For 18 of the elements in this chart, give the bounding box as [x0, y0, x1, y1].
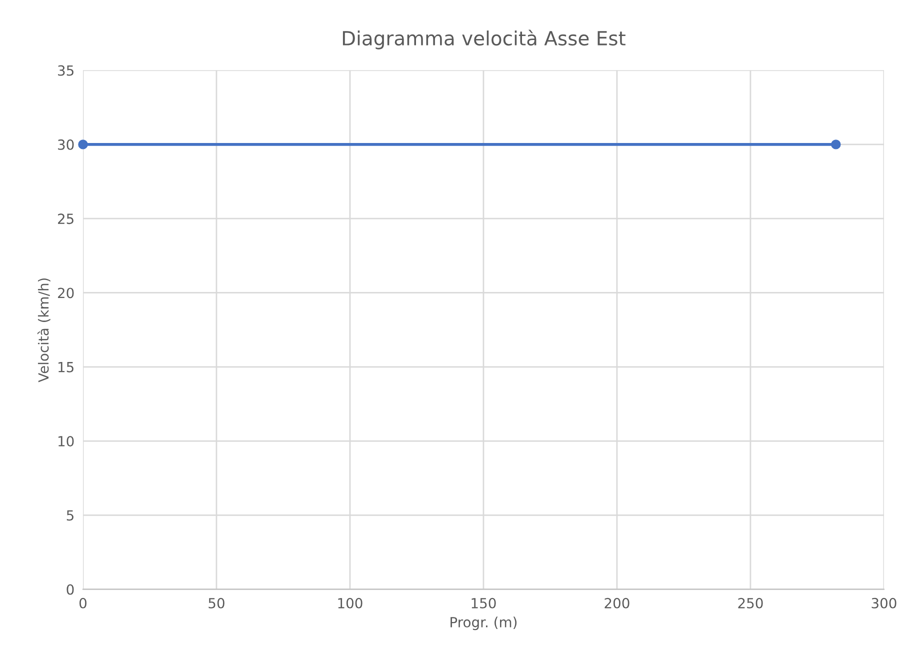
y-tick-label: 15 — [58, 362, 74, 372]
x-tick-label: 200 — [604, 598, 630, 608]
chart-title: Diagramma velocità Asse Est — [342, 30, 626, 50]
x-tick-label: 0 — [79, 598, 86, 608]
x-tick-label: 300 — [872, 598, 896, 608]
x-tick-label: 150 — [472, 598, 496, 608]
y-axis-title: Velocità (km/h) — [37, 278, 50, 382]
y-tick-label: 25 — [58, 214, 74, 224]
y-tick-label: 20 — [58, 288, 74, 298]
y-tick-label: 30 — [58, 139, 74, 150]
x-tick-label: 50 — [208, 598, 224, 608]
y-tick-label: 10 — [58, 436, 74, 447]
y-tick-label: 5 — [66, 510, 74, 521]
x-tick-label: 100 — [338, 598, 362, 608]
y-tick-label: 35 — [58, 65, 74, 76]
x-axis-title: Progr. (m) — [450, 616, 517, 630]
x-tick-label: 250 — [738, 598, 763, 608]
y-tick-label: 0 — [66, 584, 74, 595]
